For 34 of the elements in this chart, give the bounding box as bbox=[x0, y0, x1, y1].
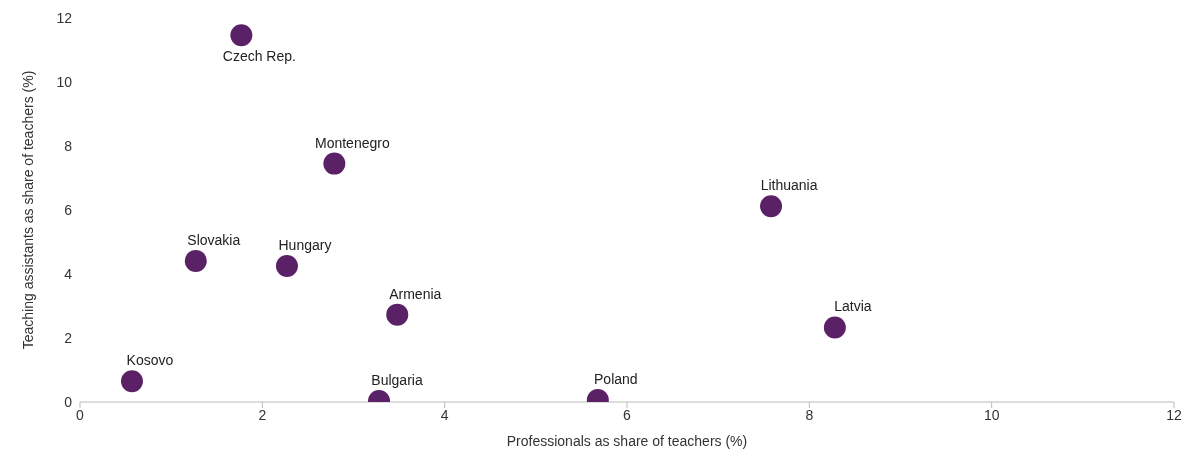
x-tick-label: 2 bbox=[258, 406, 267, 423]
x-tick-label: 4 bbox=[440, 406, 449, 423]
annotation: Lithuania bbox=[760, 177, 818, 194]
point bbox=[323, 152, 346, 175]
point bbox=[760, 195, 783, 218]
point bbox=[184, 249, 207, 272]
x-axis-title: Professionals as share of teachers (%) bbox=[506, 433, 748, 449]
y-tick-label: 0 bbox=[64, 393, 73, 410]
y-tick-label: 4 bbox=[64, 265, 73, 282]
y-tick-label: 2 bbox=[64, 329, 73, 346]
annotation: Hungary bbox=[278, 237, 332, 253]
annotation: Bulgaria bbox=[371, 372, 423, 389]
x-tick-label: 10 bbox=[983, 406, 1000, 423]
x-tick-label: 6 bbox=[623, 406, 632, 423]
annotation: Czech Rep. bbox=[222, 48, 296, 65]
annotation: Slovakia bbox=[187, 231, 241, 248]
point bbox=[823, 316, 846, 339]
y-tick-label: 12 bbox=[56, 9, 73, 26]
y-tick-label: 10 bbox=[56, 73, 73, 90]
annotation: Montenegro bbox=[315, 134, 390, 151]
y-tick-label: 8 bbox=[64, 137, 73, 154]
point bbox=[386, 303, 409, 326]
y-tick-label: 6 bbox=[64, 201, 73, 218]
annotation: Armenia bbox=[389, 285, 442, 302]
x-tick-label: 12 bbox=[1166, 406, 1182, 423]
x-tick-label: 8 bbox=[805, 406, 814, 423]
annotation: Kosovo bbox=[126, 352, 174, 369]
x-tick-label: 0 bbox=[76, 406, 85, 423]
point bbox=[230, 24, 253, 47]
annotation: Latvia bbox=[834, 298, 872, 315]
point bbox=[120, 370, 143, 393]
y-axis-title: Teaching assistants as share of teachers (%) bbox=[19, 70, 36, 350]
point bbox=[275, 255, 298, 277]
annotation: Poland bbox=[594, 371, 638, 388]
